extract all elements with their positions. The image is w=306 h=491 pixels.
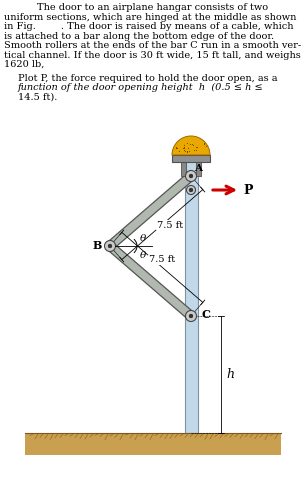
Bar bbox=[196, 162, 201, 176]
Bar bbox=[172, 155, 210, 162]
Circle shape bbox=[185, 170, 196, 182]
Text: h: h bbox=[226, 368, 234, 381]
Circle shape bbox=[189, 174, 193, 178]
Text: uniform sections, which are hinged at the middle as shown: uniform sections, which are hinged at th… bbox=[4, 12, 297, 22]
Wedge shape bbox=[172, 136, 210, 155]
Circle shape bbox=[189, 188, 193, 192]
Text: P: P bbox=[243, 184, 252, 196]
Text: θ: θ bbox=[140, 234, 146, 243]
Circle shape bbox=[189, 314, 193, 318]
Text: B: B bbox=[93, 240, 102, 250]
Text: is attached to a bar along the bottom edge of the door.: is attached to a bar along the bottom ed… bbox=[4, 31, 274, 40]
Polygon shape bbox=[107, 243, 194, 320]
Text: The door to an airplane hangar consists of two: The door to an airplane hangar consists … bbox=[37, 3, 269, 12]
Circle shape bbox=[108, 244, 112, 248]
Bar bbox=[25, 433, 281, 455]
Text: 7.5 ft: 7.5 ft bbox=[149, 255, 175, 264]
Text: in Fig.        . The door is raised by means of a cable, which: in Fig. . The door is raised by means of… bbox=[4, 22, 293, 31]
Text: 14.5 ft).: 14.5 ft). bbox=[18, 92, 58, 102]
Bar bbox=[181, 162, 186, 176]
Text: function of the door opening height  h  (0.5 ≤ h ≤: function of the door opening height h (0… bbox=[18, 83, 264, 92]
Circle shape bbox=[185, 310, 196, 322]
Bar bbox=[185, 154, 197, 433]
Text: Plot P, the force required to hold the door open, as a: Plot P, the force required to hold the d… bbox=[18, 74, 278, 82]
Polygon shape bbox=[107, 173, 194, 249]
Text: tical channel. If the door is 30 ft wide, 15 ft tall, and weighs: tical channel. If the door is 30 ft wide… bbox=[4, 51, 301, 59]
Text: Smooth rollers at the ends of the bar C run in a smooth ver-: Smooth rollers at the ends of the bar C … bbox=[4, 41, 301, 50]
Text: 7.5 ft: 7.5 ft bbox=[157, 221, 183, 230]
Circle shape bbox=[105, 241, 115, 251]
Text: A: A bbox=[194, 164, 202, 173]
Text: θ: θ bbox=[140, 250, 146, 260]
Text: C: C bbox=[201, 308, 210, 320]
Circle shape bbox=[186, 186, 196, 194]
Text: 1620 lb,: 1620 lb, bbox=[4, 60, 44, 69]
